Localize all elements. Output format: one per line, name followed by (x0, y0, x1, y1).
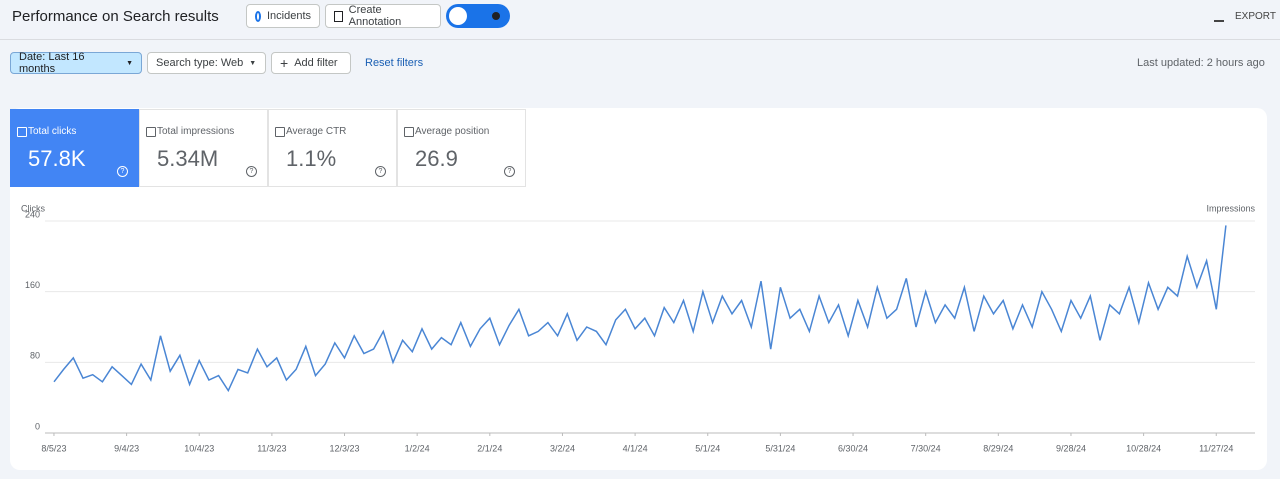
y-axis-label: Clicks (21, 203, 45, 213)
icon (255, 10, 261, 22)
x-tick-label: 11/3/23 (257, 443, 286, 453)
x-tick-label: 11/27/24 (1199, 443, 1233, 453)
y2-axis-label: Impressions (1206, 203, 1255, 213)
help-icon: ? (504, 166, 515, 177)
chart: Clicks Impressions 0 80 160 240 8/5/23 9/4/23… (21, 203, 1256, 453)
x-tick-label: 5/1/24 (695, 443, 720, 453)
label: Create Annotation (348, 4, 402, 28)
metric-label: Total clicks (28, 126, 77, 137)
checkbox (146, 127, 156, 137)
moon-icon (492, 12, 500, 20)
y-tick-label: 0 (35, 421, 40, 431)
metric-value: 26.9 (415, 146, 458, 171)
line-series (53, 225, 1227, 393)
add-filter-button[interactable]: + Add filter (271, 52, 351, 74)
metric-tile[interactable]: Average position 26.9? (397, 109, 526, 187)
date-filter[interactable]: Date: Last 16 months ▼ (10, 51, 142, 75)
export-icon (1214, 10, 1224, 22)
icon (334, 10, 343, 22)
plus-icon: + (280, 55, 289, 71)
divider (0, 39, 1280, 40)
x-tick-label: 9/4/23 (114, 443, 139, 453)
metric-tile[interactable]: Total impressions 5.34M? (139, 109, 268, 187)
caret: ▼ (249, 59, 257, 67)
metric-label: Average CTR (286, 126, 347, 137)
x-tick-label: 12/3/23 (330, 443, 360, 453)
export-button[interactable]: EXPORT (1235, 11, 1276, 22)
label: Date: Last 16 months (19, 51, 85, 75)
search-type-filter[interactable]: Search type: Web ▼ (147, 52, 266, 74)
x-tick-label: 7/30/24 (911, 443, 941, 453)
metric-tile[interactable]: Total clicks 57.8K? (10, 109, 139, 187)
toggle-knob (449, 7, 467, 25)
caret: ▼ (126, 59, 133, 67)
theme-toggle[interactable] (446, 4, 510, 28)
label: Add filter (294, 57, 338, 69)
x-tick-label: 9/28/24 (1056, 443, 1086, 453)
checkbox (404, 127, 414, 137)
help-icon: ? (375, 166, 386, 177)
x-tick-label: 3/2/24 (550, 443, 575, 453)
annotation-button[interactable]: Create Annotation (325, 4, 441, 28)
reset-filters[interactable]: Reset filters (365, 57, 424, 69)
help-icon: ? (246, 166, 257, 177)
x-tick-label: 4/1/24 (623, 443, 648, 453)
metric-label: Average position (415, 126, 490, 137)
label: Incidents (266, 10, 311, 22)
metric-value: 5.34M (157, 146, 219, 171)
incidents-button[interactable]: Incidents (246, 4, 320, 28)
metric-tile[interactable]: Average CTR 1.1%? (268, 109, 397, 187)
last-updated: Last updated: 2 hours ago (1137, 57, 1265, 69)
checkbox (17, 127, 27, 137)
page-title: Performance on Search results (12, 8, 219, 25)
x-tick-label: 10/4/23 (184, 443, 214, 453)
metric-value: 1.1% (286, 146, 337, 171)
x-tick-label: 1/2/24 (405, 443, 430, 453)
x-tick-label: 10/28/24 (1126, 443, 1161, 453)
x-tick-label: 8/5/23 (41, 443, 66, 453)
metric-value: 57.8K (28, 146, 86, 171)
y-tick-label: 80 (30, 351, 40, 361)
x-tick-label: 8/29/24 (983, 443, 1013, 453)
x-tick-label: 5/31/24 (765, 443, 795, 453)
y-tick-label: 160 (25, 280, 40, 290)
checkbox (275, 127, 285, 137)
label: Search type: Web (156, 57, 244, 69)
help-icon: ? (117, 166, 128, 177)
metric-label: Total impressions (157, 126, 235, 137)
y-tick-label: 240 (25, 209, 40, 219)
x-tick-label: 2/1/24 (477, 443, 502, 453)
x-tick-label: 6/30/24 (838, 443, 868, 453)
